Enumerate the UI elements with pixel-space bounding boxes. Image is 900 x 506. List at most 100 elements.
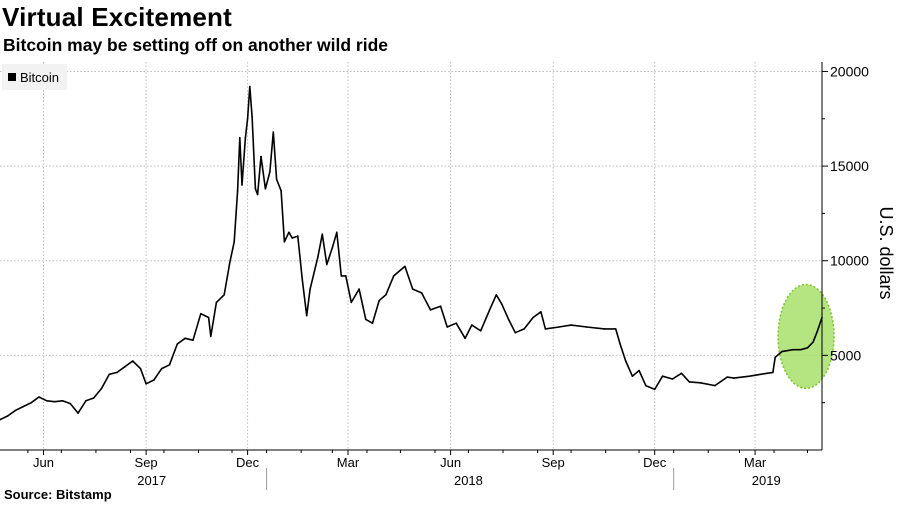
- data-point: [317, 256, 319, 258]
- data-point: [260, 155, 262, 158]
- data-point: [14, 409, 17, 412]
- data-point: [371, 322, 374, 325]
- data-point: [288, 231, 290, 234]
- data-point: [207, 316, 210, 319]
- axes-layer: [0, 62, 828, 490]
- data-point: [272, 131, 275, 133]
- data-point: [614, 328, 617, 330]
- data-point: [350, 301, 353, 304]
- data-point: [301, 278, 304, 281]
- x-year-label: 2018: [454, 473, 483, 488]
- y-tick-label: 10000: [830, 253, 869, 269]
- data-point: [223, 294, 225, 296]
- data-point: [759, 373, 762, 376]
- data-point: [69, 402, 72, 405]
- data-point: [85, 400, 87, 402]
- data-point: [532, 316, 534, 319]
- legend-swatch-bitcoin: [8, 73, 16, 81]
- data-point: [733, 377, 735, 379]
- data-point: [280, 189, 282, 192]
- data-point: [624, 360, 627, 362]
- data-point: [816, 330, 819, 332]
- data-point: [210, 335, 212, 338]
- data-point: [800, 348, 802, 351]
- data-point: [661, 375, 664, 378]
- data-point: [254, 188, 257, 190]
- data-point: [495, 294, 498, 296]
- data-point: [471, 324, 473, 326]
- data-point: [358, 288, 360, 290]
- x-tick-label: Sep: [135, 455, 158, 470]
- data-point: [501, 303, 503, 306]
- data-point: [168, 364, 171, 366]
- data-point: [446, 326, 449, 328]
- data-point: [638, 369, 640, 372]
- legend-label-bitcoin: Bitcoin: [20, 69, 60, 85]
- data-point: [345, 275, 347, 277]
- data-point: [507, 318, 510, 321]
- data-point: [792, 348, 794, 351]
- data-point: [108, 373, 111, 376]
- data-point: [233, 241, 235, 243]
- data-point: [631, 375, 634, 378]
- data-point: [215, 301, 218, 304]
- data-point: [619, 343, 621, 345]
- data-point: [30, 401, 32, 404]
- data-point: [688, 381, 691, 383]
- data-point: [523, 328, 525, 330]
- data-point: [244, 136, 247, 139]
- data-point: [544, 328, 547, 330]
- data-point: [326, 263, 328, 266]
- data-point: [378, 299, 381, 302]
- data-point: [116, 371, 118, 374]
- data-point: [61, 400, 64, 402]
- data-point: [420, 292, 423, 294]
- x-tick-label: Mar: [744, 455, 767, 470]
- data-point: [603, 328, 606, 330]
- data-point: [680, 372, 683, 375]
- x-tick-label: Dec: [236, 455, 260, 470]
- data-point: [772, 371, 774, 374]
- data-point: [774, 356, 776, 359]
- data-point: [479, 330, 482, 332]
- x-year-label: 2019: [752, 473, 781, 488]
- series-line-bitcoin: [0, 85, 823, 421]
- data-point: [256, 193, 259, 196]
- data-point: [46, 400, 48, 402]
- data-point: [246, 118, 249, 120]
- data-point: [671, 378, 674, 380]
- highlight-layer: [777, 283, 835, 390]
- data-point: [77, 412, 79, 414]
- data-point: [53, 400, 56, 403]
- data-point: [331, 246, 334, 249]
- data-point: [726, 376, 728, 378]
- data-point: [283, 241, 286, 243]
- data-point: [192, 339, 194, 342]
- data-point: [321, 233, 324, 235]
- data-point: [392, 275, 395, 277]
- highlight-ellipse: [777, 283, 835, 390]
- data-point: [275, 178, 278, 181]
- data-point: [139, 367, 142, 370]
- gridlines: [0, 62, 822, 450]
- data-point: [365, 318, 367, 321]
- data-point: [699, 382, 702, 384]
- data-point: [806, 347, 809, 349]
- data-point: [781, 350, 783, 353]
- y-tick-label: 20000: [830, 63, 869, 79]
- x-tick-label: Sep: [542, 455, 565, 470]
- data-point: [336, 231, 338, 234]
- data-point: [411, 288, 414, 290]
- data-point: [7, 415, 9, 417]
- chart-subtitle: Bitcoin may be setting off on another wi…: [3, 35, 389, 55]
- data-point: [645, 384, 647, 387]
- y-tick-label: 15000: [830, 158, 869, 174]
- data-point: [160, 367, 163, 370]
- data-point: [200, 312, 202, 315]
- data-point: [585, 326, 588, 328]
- data-point: [464, 337, 466, 340]
- data-point: [241, 184, 243, 186]
- data-point: [570, 324, 572, 326]
- data-point: [748, 375, 751, 378]
